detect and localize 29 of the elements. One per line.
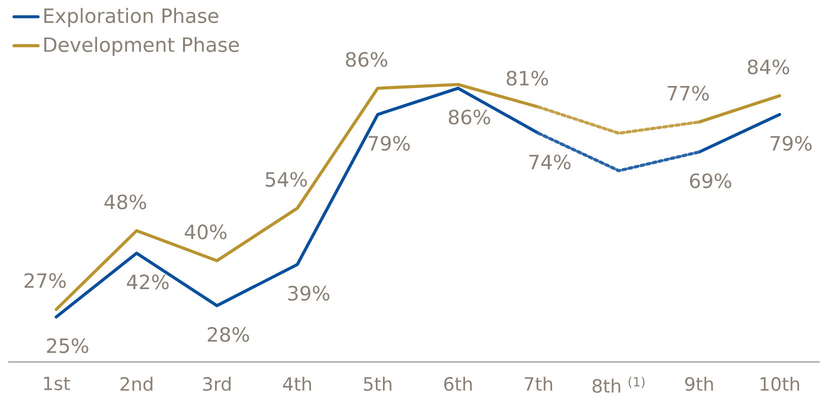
data-label: 74% (529, 154, 571, 170)
data-label: 84% (748, 60, 790, 74)
data-label: 69% (690, 173, 732, 188)
data-label: 42% (126, 274, 169, 290)
data-label: 27% (24, 273, 66, 288)
data-label: 81% (506, 70, 548, 86)
data-label: 54% (266, 172, 307, 187)
x-tick-label: 4th (283, 376, 311, 391)
x-tick-label: 2nd (120, 376, 152, 391)
x-tick-label: 9th (685, 376, 713, 391)
x-tick-label: 1st (44, 376, 70, 390)
x-tick-label: 7th (524, 376, 552, 391)
data-label: 79% (368, 136, 410, 151)
data-label: 86% (346, 52, 388, 67)
data-label: 79% (770, 136, 812, 151)
data-label: 77% (668, 86, 709, 101)
data-label: 39% (288, 286, 330, 301)
x-tick-label: 8th $^{(1)}$ (592, 376, 645, 393)
x-tick-label: 3rd (203, 376, 231, 391)
legend-label: Development Phase (44, 36, 239, 56)
data-label: 28% (208, 327, 249, 342)
x-tick-label: 5th (364, 376, 392, 391)
x-tick-label: 6th (444, 376, 472, 391)
data-label: 25% (47, 338, 88, 354)
data-label: 40% (184, 224, 227, 240)
data-label: 48% (104, 194, 146, 210)
x-tick-label: 10th (760, 376, 800, 391)
legend-label: Exploration Phase (44, 8, 218, 28)
data-label: 86% (448, 110, 490, 125)
